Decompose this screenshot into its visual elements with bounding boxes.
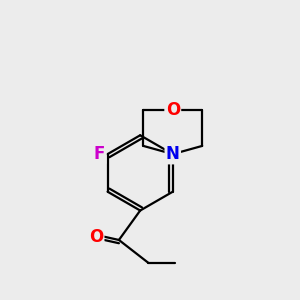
Text: F: F bbox=[94, 145, 105, 163]
Text: N: N bbox=[166, 145, 180, 163]
Text: O: O bbox=[89, 228, 103, 246]
Text: O: O bbox=[166, 101, 180, 119]
